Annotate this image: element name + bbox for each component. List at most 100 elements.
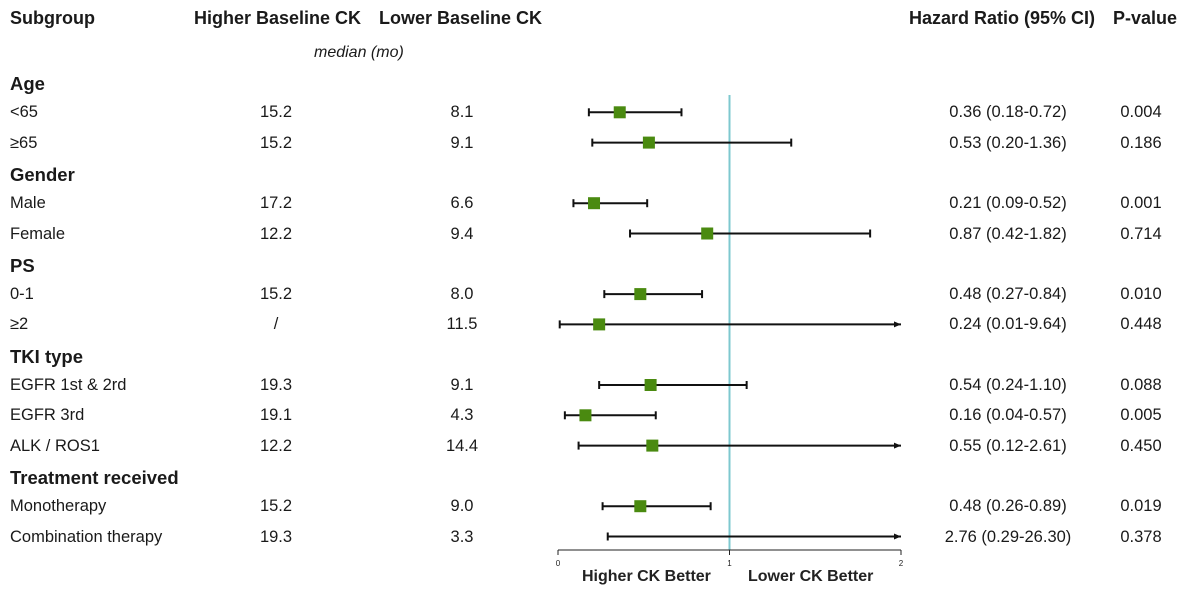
subgroup-label: Combination therapy [10,527,163,546]
higher-ck-median: 19.1 [259,406,293,425]
table-row: Combination therapy 19.3 3.3 2.76 (0.29-26.… [0,522,1192,552]
x-tick-label: 2 [899,559,904,568]
section-label: Age [10,73,45,94]
header-pvalue: P-value [1113,8,1178,28]
subgroup-label: EGFR 3rd [10,406,85,425]
p-value: 0.448 [1120,315,1162,334]
higher-ck-median: 12.2 [259,224,293,243]
p-value: 0.010 [1120,285,1162,304]
section-row: Treatment received [0,461,1192,491]
table-row: ALK / ROS1 12.2 14.4 0.55 (0.12-2.61) 0.450 [0,431,1192,461]
header-hazard-ratio: Hazard Ratio (95% CI) [909,8,1096,28]
x-tick-label: 1 [727,559,732,568]
subgroup-label: ALK / ROS1 [10,436,100,455]
hazard-ratio-ci: 0.55 (0.12-2.61) [949,436,1067,455]
lower-ck-median: 9.1 [450,133,474,152]
higher-ck-median: 12.2 [259,436,293,455]
ci-arrow [894,321,901,328]
table-row: 0-1 15.2 8.0 0.48 (0.27-0.84) 0.010 [0,279,1192,309]
table-row: Male 17.2 6.6 0.21 (0.09-0.52) 0.001 [0,188,1192,218]
lower-ck-median: 8.1 [450,103,474,122]
section-row: PS [0,249,1192,279]
lower-ck-median: 9.4 [450,224,474,243]
lower-ck-median: 14.4 [445,436,479,455]
subgroup-label: <65 [10,103,38,122]
hazard-ratio-ci: 0.87 (0.42-1.82) [949,224,1067,243]
x-tick-label: 0 [556,559,561,568]
hr-marker [593,318,606,331]
section-label: Gender [10,163,75,185]
higher-ck-median: 15.2 [259,133,293,152]
subgroup-label: Female [10,224,66,243]
median-unit-label: median (mo) [314,44,404,61]
hazard-ratio-ci: 0.36 (0.18-0.72) [949,103,1067,122]
section-row: Age [0,67,1192,97]
table-row: EGFR 1st & 2rd 19.3 9.1 0.54 (0.24-1.10) 0.0… [0,370,1192,400]
p-value: 0.378 [1120,527,1162,546]
p-value: 0.019 [1120,497,1162,516]
table-row: Monotherapy 15.2 9.0 0.48 (0.26-0.89) 0.019 [0,491,1192,521]
hr-marker [613,106,626,119]
p-value: 0.450 [1120,436,1162,455]
hazard-ratio-ci: 2.76 (0.29-26.30) [944,527,1072,546]
lower-ck-median: 9.1 [450,376,474,394]
table-row: Female 12.2 9.4 0.87 (0.42-1.82) 0.714 [0,219,1192,249]
header-subgroup: Subgroup [10,8,95,28]
p-value: 0.714 [1120,224,1162,243]
subgroup-label: Male [10,194,46,213]
higher-ck-median: 19.3 [259,527,293,546]
lower-ck-median: 6.6 [450,194,474,213]
hazard-ratio-ci: 0.48 (0.26-0.89) [949,497,1067,516]
header-lower-baseline: Lower Baseline CK [379,8,543,28]
hr-marker [634,500,647,513]
p-value: 0.005 [1120,406,1162,425]
subgroup-label: ≥65 [10,133,38,152]
higher-ck-median: 19.3 [259,376,293,394]
table-row: <65 15.2 8.1 0.36 (0.18-0.72) 0.004 [0,97,1192,127]
p-value: 0.186 [1120,133,1162,152]
section-label: Treatment received [10,466,179,488]
lower-ck-median: 4.3 [450,406,474,425]
hazard-ratio-ci: 0.24 (0.01-9.64) [949,315,1067,334]
ci-arrow [894,533,901,540]
hr-marker [588,197,601,210]
table-row: ≥2 / 11.5 0.24 (0.01-9.64) 0.448 [0,309,1192,339]
table-row: EGFR 3rd 19.1 4.3 0.16 (0.04-0.57) 0.005 [0,400,1192,430]
p-value: 0.004 [1120,103,1162,122]
hazard-ratio-ci: 0.54 (0.24-1.10) [949,376,1067,394]
section-row: Gender [0,158,1192,188]
lower-ck-median: 11.5 [446,315,478,334]
lower-ck-median: 8.0 [450,285,474,304]
higher-ck-median: / [273,315,279,334]
subgroup-label: 0-1 [10,285,34,304]
hr-marker [644,379,657,391]
hazard-ratio-ci: 0.16 (0.04-0.57) [949,406,1067,425]
hr-marker [642,136,655,149]
section-label: TKI type [10,345,83,367]
section-row: TKI type [0,340,1192,370]
table-row: ≥65 15.2 9.1 0.53 (0.20-1.36) 0.186 [0,128,1192,158]
subgroup-label: EGFR 1st & 2rd [10,376,127,394]
lower-ck-median: 9.0 [450,497,474,516]
subgroup-label: Monotherapy [10,497,107,516]
hazard-ratio-ci: 0.48 (0.27-0.84) [949,285,1067,304]
hr-marker [634,288,647,301]
lower-ck-median: 3.3 [450,527,474,546]
hr-marker [579,409,592,422]
section-label: PS [10,254,35,276]
ci-arrow [894,442,901,449]
p-value: 0.088 [1120,376,1162,394]
higher-ck-median: 15.2 [259,103,293,122]
footer-left-label: Higher CK Better [582,568,711,585]
subgroup-label: ≥2 [10,315,29,334]
higher-ck-median: 15.2 [259,497,293,516]
footer-right-label: Lower CK Better [748,568,874,585]
header-higher-baseline: Higher Baseline CK [194,8,362,28]
hazard-ratio-ci: 0.53 (0.20-1.36) [949,133,1067,152]
p-value: 0.001 [1120,194,1162,213]
hazard-ratio-ci: 0.21 (0.09-0.52) [949,194,1067,213]
hr-marker [701,227,714,240]
hr-marker [646,439,659,452]
higher-ck-median: 17.2 [259,194,293,213]
